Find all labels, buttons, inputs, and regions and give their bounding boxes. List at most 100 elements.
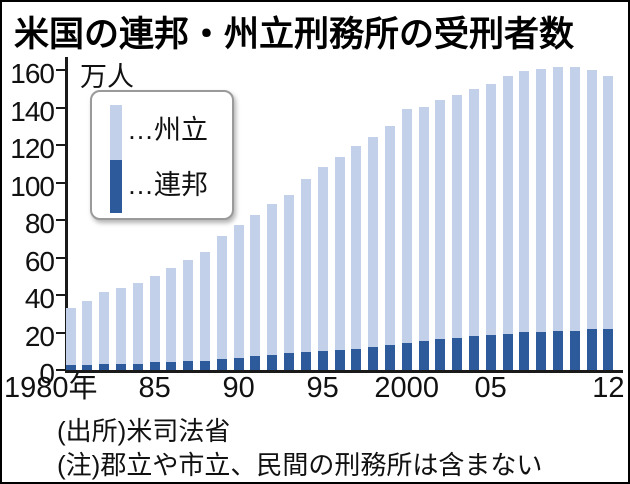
y-tick-mark-20 bbox=[56, 331, 66, 334]
bar-2001-state-segment bbox=[418, 106, 429, 341]
bar-2004-state-segment bbox=[468, 89, 479, 337]
bar-1982-federal-segment bbox=[99, 364, 110, 370]
y-tick-label-20: 20 bbox=[24, 320, 55, 352]
bar-1989-state-segment bbox=[216, 236, 227, 359]
bar-1996 bbox=[334, 156, 345, 370]
bar-1981-state-segment bbox=[82, 300, 93, 365]
x-axis-line bbox=[65, 370, 623, 373]
bar-1980 bbox=[65, 308, 76, 370]
bar-1990 bbox=[233, 225, 244, 370]
bar-2006-federal-segment bbox=[502, 333, 513, 370]
bar-1993-state-segment bbox=[284, 195, 294, 354]
legend-federal-swatch bbox=[110, 160, 122, 213]
bar-1983-state-segment bbox=[115, 288, 126, 364]
bar-1980-state-segment bbox=[65, 308, 76, 366]
bar-1993-federal-segment bbox=[284, 353, 294, 371]
bar-2004-federal-segment bbox=[468, 336, 479, 370]
bar-2011 bbox=[586, 70, 597, 370]
x-tick-label-1980: 1980年 bbox=[4, 372, 98, 404]
y-tick-mark-80 bbox=[56, 219, 66, 221]
bar-2008 bbox=[536, 68, 547, 370]
y-tick-label-160: 160 bbox=[10, 58, 55, 89]
bar-2002-federal-segment bbox=[435, 339, 446, 370]
y-axis-unit-label: 万人 bbox=[80, 62, 134, 92]
bar-1987 bbox=[183, 260, 194, 370]
bar-1989-federal-segment bbox=[216, 358, 227, 370]
y-tick-mark-140 bbox=[56, 106, 66, 109]
bar-1982 bbox=[99, 292, 110, 370]
bar-1997-state-segment bbox=[351, 145, 362, 349]
bar-1989 bbox=[216, 236, 227, 370]
y-tick-mark-160 bbox=[56, 69, 66, 71]
bar-1997 bbox=[351, 145, 362, 370]
source-note: (出所)米司法省 bbox=[57, 416, 231, 446]
bar-1982-state-segment bbox=[99, 292, 110, 365]
bar-2009-state-segment bbox=[553, 67, 563, 331]
bar-1994-federal-segment bbox=[300, 352, 311, 370]
legend-sample-bar bbox=[110, 105, 122, 213]
bar-2000-federal-segment bbox=[401, 342, 412, 370]
y-tick-label-140: 140 bbox=[10, 95, 55, 127]
legend-label-state: …州立 bbox=[127, 115, 208, 145]
bar-2009 bbox=[553, 67, 563, 370]
bar-1987-state-segment bbox=[183, 260, 194, 361]
bar-2007-state-segment bbox=[519, 70, 530, 333]
bar-2005 bbox=[485, 83, 496, 370]
bar-1994-state-segment bbox=[300, 179, 311, 353]
bar-1985 bbox=[149, 275, 160, 370]
bar-2010-federal-segment bbox=[569, 330, 580, 370]
bar-2007-federal-segment bbox=[519, 332, 530, 370]
bar-2011-state-segment bbox=[586, 70, 597, 330]
bar-2007 bbox=[519, 70, 530, 370]
x-tick-label-1990: 90 bbox=[222, 372, 255, 404]
bar-1984 bbox=[132, 283, 143, 370]
bar-2009-federal-segment bbox=[553, 330, 563, 370]
footnote: (注)郡立や市立、民間の刑務所は含まない bbox=[57, 450, 543, 480]
bar-1998-federal-segment bbox=[368, 346, 379, 370]
bar-1988-state-segment bbox=[200, 252, 210, 361]
x-tick-label-1995: 95 bbox=[306, 372, 339, 404]
bar-1992 bbox=[267, 204, 278, 370]
bar-1994 bbox=[300, 179, 311, 370]
bar-1984-federal-segment bbox=[132, 363, 143, 370]
bar-2003-federal-segment bbox=[452, 337, 463, 370]
bar-2003 bbox=[452, 94, 463, 370]
bar-1995-state-segment bbox=[317, 166, 328, 352]
bar-2000-state-segment bbox=[401, 109, 412, 343]
bar-2000 bbox=[401, 109, 412, 370]
y-tick-mark-120 bbox=[56, 144, 66, 146]
bar-1990-state-segment bbox=[233, 225, 244, 358]
bar-2003-state-segment bbox=[452, 94, 463, 338]
bar-1985-state-segment bbox=[149, 275, 160, 363]
bar-2008-state-segment bbox=[536, 68, 547, 333]
y-tick-mark-60 bbox=[56, 256, 66, 259]
bar-2005-federal-segment bbox=[485, 334, 496, 370]
x-tick-label-2000: 2000 bbox=[374, 372, 439, 404]
bar-2012 bbox=[603, 75, 614, 370]
bar-1984-state-segment bbox=[132, 283, 143, 364]
x-tick-label-2005: 05 bbox=[474, 372, 507, 404]
bar-2012-state-segment bbox=[603, 75, 614, 330]
bar-1998-state-segment bbox=[368, 136, 379, 347]
bar-2008-federal-segment bbox=[536, 332, 547, 370]
bar-1999-state-segment bbox=[384, 125, 395, 345]
bar-1987-federal-segment bbox=[183, 360, 194, 370]
bar-2011-federal-segment bbox=[586, 329, 597, 370]
bar-1988 bbox=[200, 252, 210, 371]
bar-2002 bbox=[435, 99, 446, 370]
bar-1981 bbox=[82, 300, 93, 370]
legend-label-federal: …連邦 bbox=[127, 170, 208, 200]
bar-1999-federal-segment bbox=[384, 344, 395, 370]
bar-1983-federal-segment bbox=[115, 363, 126, 370]
bar-1997-federal-segment bbox=[351, 348, 362, 370]
bar-1986 bbox=[166, 267, 177, 370]
bar-1990-federal-segment bbox=[233, 357, 244, 370]
y-axis-line bbox=[65, 57, 68, 373]
bar-2010-state-segment bbox=[569, 67, 580, 331]
y-tick-mark-40 bbox=[56, 294, 66, 296]
bar-1995-federal-segment bbox=[317, 351, 328, 370]
bar-2002-state-segment bbox=[435, 99, 446, 340]
bar-1986-state-segment bbox=[166, 267, 177, 362]
bar-1980-federal-segment bbox=[65, 365, 76, 370]
